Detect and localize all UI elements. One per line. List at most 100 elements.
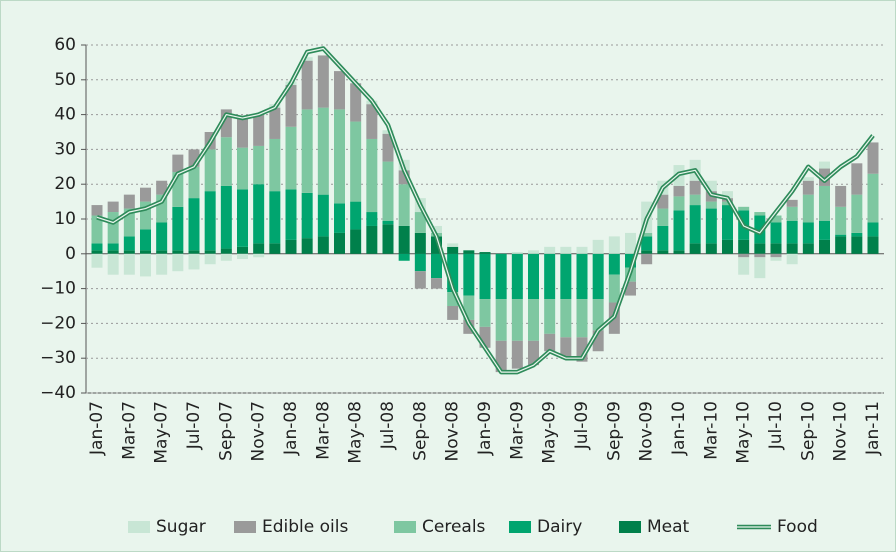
bar-segment bbox=[431, 236, 442, 254]
bar-segment bbox=[657, 208, 669, 226]
bar-segment bbox=[91, 205, 103, 216]
bar-segment bbox=[802, 222, 814, 244]
bar-segment bbox=[269, 138, 281, 192]
bar-segment bbox=[786, 220, 798, 244]
bar-segment bbox=[156, 180, 168, 195]
bar-segment bbox=[689, 180, 701, 195]
bar-segment bbox=[851, 163, 863, 195]
bar-segment bbox=[172, 172, 184, 207]
bar-segment bbox=[592, 239, 604, 254]
bar-segment bbox=[770, 243, 782, 254]
bar-segment bbox=[657, 225, 669, 251]
bar-segment bbox=[285, 189, 297, 240]
bar-segment bbox=[204, 149, 216, 192]
bar-segment bbox=[463, 250, 475, 254]
bar-segment bbox=[414, 232, 426, 254]
x-tick-label: May-10 bbox=[734, 401, 754, 464]
bar-segment bbox=[835, 185, 847, 207]
bar-segment bbox=[350, 229, 362, 254]
bar-segment bbox=[673, 250, 685, 254]
bar-segment bbox=[140, 201, 151, 230]
bar-segment bbox=[123, 236, 135, 251]
bar-segment bbox=[608, 236, 620, 254]
bar-segment bbox=[107, 212, 119, 244]
x-tick-label: Sep-07 bbox=[216, 401, 236, 461]
legend-swatch bbox=[394, 521, 416, 533]
bar-segment bbox=[156, 250, 168, 254]
bar-segment bbox=[802, 180, 814, 195]
bar-segment bbox=[172, 206, 184, 251]
bar-segment bbox=[689, 205, 701, 244]
bar-segment bbox=[786, 243, 798, 254]
bar-segment bbox=[204, 191, 216, 251]
bar-segment bbox=[253, 145, 265, 185]
bar-segment bbox=[835, 234, 847, 237]
bar-segment bbox=[819, 220, 830, 240]
bar-segment bbox=[253, 184, 265, 244]
x-tick-label: Jan-09 bbox=[475, 401, 495, 456]
bar-segment bbox=[366, 225, 378, 254]
bar-segment bbox=[123, 208, 135, 237]
bar-segment bbox=[867, 173, 879, 223]
bar-segment bbox=[479, 253, 491, 300]
bar-segment bbox=[592, 299, 604, 331]
bar-segment bbox=[479, 299, 491, 327]
bar-segment bbox=[140, 253, 151, 277]
bar-segment bbox=[269, 243, 281, 254]
lines bbox=[96, 46, 875, 375]
bar-segment bbox=[301, 109, 313, 193]
bar-segment bbox=[754, 253, 766, 258]
bar-segment bbox=[673, 210, 685, 251]
bar-segment bbox=[91, 215, 103, 244]
legend-label: Food bbox=[777, 517, 818, 537]
bar-segment bbox=[722, 201, 733, 206]
bar-segment bbox=[819, 168, 830, 186]
y-tick-label: −20 bbox=[40, 313, 76, 333]
y-tick-label: 30 bbox=[54, 139, 76, 159]
bar-segment bbox=[398, 184, 410, 226]
bar-segment bbox=[334, 109, 345, 204]
bar-segment bbox=[867, 142, 879, 174]
y-tick-label: 20 bbox=[54, 174, 76, 194]
bar-segment bbox=[641, 253, 653, 265]
bar-segment bbox=[382, 161, 394, 221]
legend-swatch bbox=[509, 521, 531, 533]
bar-segment bbox=[431, 278, 442, 289]
x-tick-label: Nov-08 bbox=[443, 401, 463, 462]
bar-segment bbox=[431, 253, 442, 279]
bar-segment bbox=[91, 253, 103, 268]
bar-segment bbox=[398, 253, 410, 261]
bar-segment bbox=[398, 170, 410, 185]
bar-segment bbox=[528, 253, 539, 300]
bar-segment bbox=[350, 201, 362, 230]
x-tick-label: Jan-10 bbox=[669, 401, 689, 456]
bar-segment bbox=[592, 330, 604, 352]
bar-segment bbox=[641, 236, 653, 251]
x-tick-label: Jan-08 bbox=[281, 401, 301, 456]
bar-segment bbox=[754, 212, 766, 216]
legend-swatch bbox=[234, 521, 256, 533]
bar-segment bbox=[382, 133, 394, 162]
x-tick-label: Mar-08 bbox=[313, 401, 333, 460]
bar-segment bbox=[253, 243, 265, 254]
bar-segment bbox=[673, 185, 685, 197]
bar-segment bbox=[188, 250, 200, 254]
x-tick-label: May-08 bbox=[346, 401, 366, 464]
x-tick-label: Nov-07 bbox=[249, 401, 269, 462]
y-tick-label: 50 bbox=[54, 70, 76, 90]
bar-segment bbox=[786, 206, 798, 221]
bar-segment bbox=[625, 232, 636, 254]
bar-segment bbox=[317, 107, 329, 195]
bar-segment bbox=[867, 236, 879, 254]
bar-segment bbox=[463, 253, 475, 296]
bar-segment bbox=[317, 55, 329, 108]
bar-segment bbox=[366, 104, 378, 139]
bar-segment bbox=[188, 253, 200, 270]
bar-segment bbox=[705, 201, 717, 209]
bar-segment bbox=[722, 239, 733, 254]
y-tick-label: −10 bbox=[40, 279, 76, 299]
bar-segment bbox=[350, 121, 362, 202]
bar-segment bbox=[625, 253, 636, 268]
bar-segment bbox=[188, 198, 200, 251]
bar-segment bbox=[317, 194, 329, 237]
